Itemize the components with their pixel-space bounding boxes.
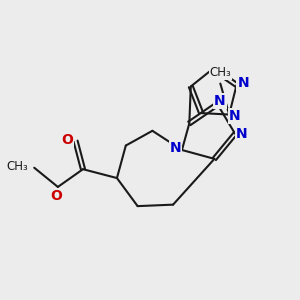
Text: N: N — [236, 127, 248, 141]
Text: N: N — [214, 94, 226, 108]
Text: N: N — [229, 109, 240, 123]
Text: N: N — [237, 76, 249, 90]
Text: CH₃: CH₃ — [209, 66, 231, 79]
Text: N: N — [169, 141, 181, 154]
Text: O: O — [50, 189, 62, 203]
Text: CH₃: CH₃ — [6, 160, 28, 173]
Text: O: O — [61, 133, 73, 147]
